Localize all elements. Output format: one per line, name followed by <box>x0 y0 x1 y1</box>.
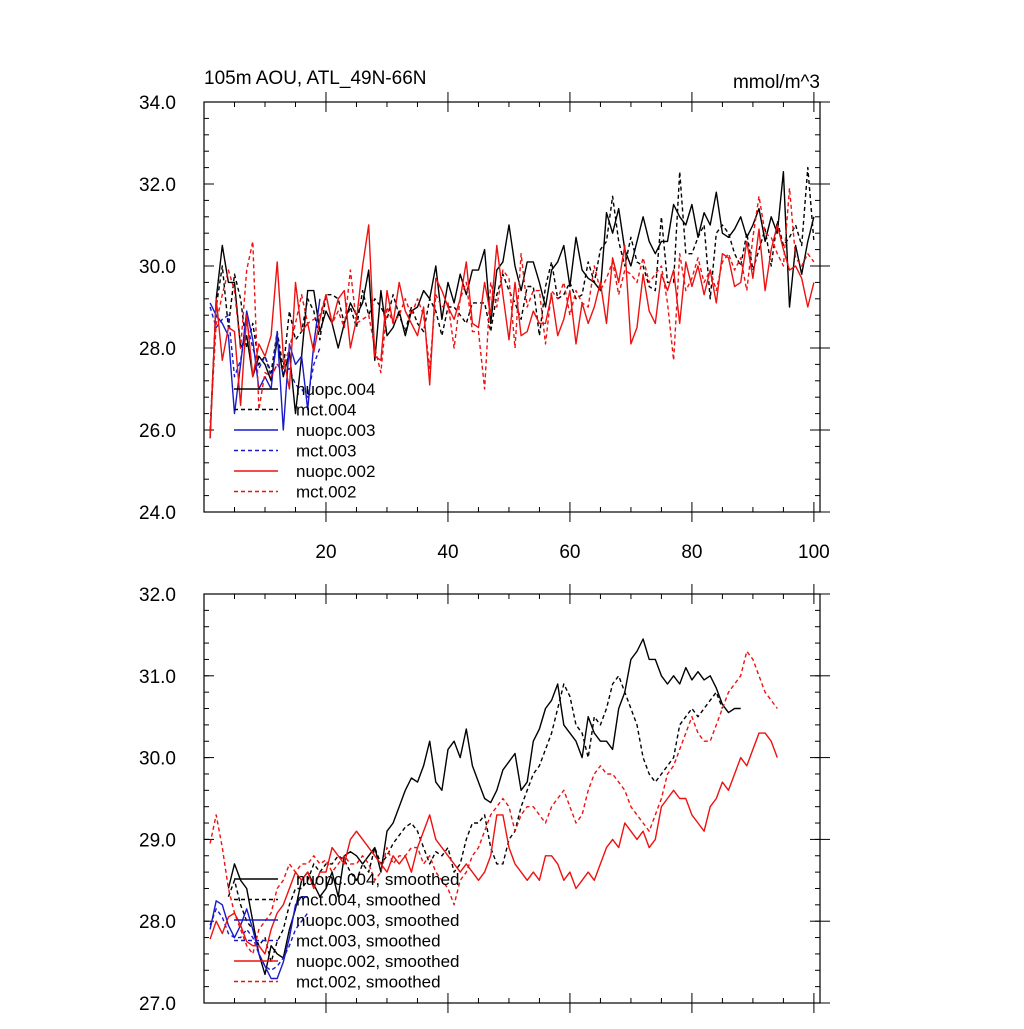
legend-entry: nuopc.002, smoothed <box>296 952 460 971</box>
y-tick-label: 31.0 <box>139 667 176 688</box>
legend-entry: mct.004, smoothed <box>296 891 441 910</box>
series-line-mct-003 <box>209 306 321 398</box>
bottom-panel-series <box>209 638 778 980</box>
series-line-mct-003-smoothed <box>209 908 309 971</box>
series-line-nuopc-004 <box>209 170 815 439</box>
legend-entry: mct.003, smoothed <box>296 932 441 951</box>
legend-entry: mct.002, smoothed <box>296 973 441 992</box>
x-tick-label: 80 <box>681 542 702 563</box>
y-tick-label: 30.0 <box>139 749 176 770</box>
y-tick-label: 34.0 <box>139 93 176 114</box>
legend-entry: mct.002 <box>296 483 356 502</box>
y-tick-label: 32.0 <box>139 175 176 196</box>
bottom-panel-frame <box>203 593 821 1004</box>
top-panel-frame <box>203 101 821 513</box>
series-line-mct-002-smoothed <box>209 650 778 955</box>
series-line-mct-004-smoothed <box>227 675 724 963</box>
bottom-panel-ticks: 27.0 28.0 29.0 30.0 31.0 32.0 <box>139 584 830 1015</box>
series-line-nuopc-004-smoothed <box>227 638 741 976</box>
series-line-nuopc-002 <box>209 224 815 439</box>
x-tick-label: 60 <box>559 542 580 563</box>
series-line-nuopc-002-smoothed <box>209 732 778 955</box>
bottom-panel: 27.0 28.0 29.0 30.0 31.0 32.0 nuopc.004, smoo… <box>139 584 830 1015</box>
x-tick-label: 20 <box>315 542 336 563</box>
x-tick-label: 40 <box>437 542 458 563</box>
top-panel: 20 40 60 80 100 24.0 26.0 28.0 30.0 32.0 34.0 nuop… <box>139 92 830 563</box>
legend-entry: nuopc.003, smoothed <box>296 911 460 930</box>
y-tick-label: 26.0 <box>139 421 176 442</box>
y-tick-label: 28.0 <box>139 912 176 933</box>
legend-entry: nuopc.002 <box>296 462 375 481</box>
chart-title: 105m AOU, ATL_49N-66N <box>204 68 426 89</box>
y-tick-label: 32.0 <box>139 585 176 606</box>
series-line-nuopc-003-smoothed <box>209 896 308 980</box>
top-panel-ticks: 20 40 60 80 100 24.0 26.0 28.0 30.0 32.0 34.0 <box>139 92 830 563</box>
y-tick-label: 28.0 <box>139 339 176 360</box>
y-tick-label: 24.0 <box>139 503 176 524</box>
series-line-mct-002 <box>209 187 815 431</box>
legend-entry: nuopc.003 <box>296 421 375 440</box>
units-label: mmol/m^3 <box>733 72 820 93</box>
legend-entry: nuopc.004 <box>296 380 375 399</box>
legend-entry: mct.004 <box>296 401 356 420</box>
y-tick-label: 30.0 <box>139 257 176 278</box>
series-line-mct-004 <box>209 166 815 431</box>
legend-entry: nuopc.004, smoothed <box>296 870 460 889</box>
x-tick-label: 100 <box>798 542 830 563</box>
y-tick-label: 27.0 <box>139 994 176 1015</box>
top-panel-series <box>209 166 815 439</box>
y-tick-label: 29.0 <box>139 830 176 851</box>
legend-entry: mct.003 <box>296 442 356 461</box>
